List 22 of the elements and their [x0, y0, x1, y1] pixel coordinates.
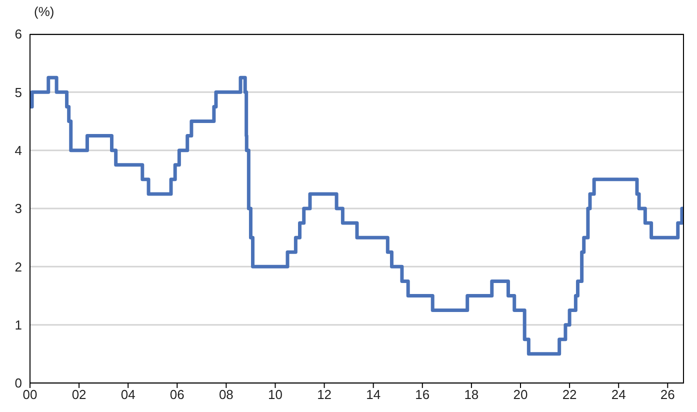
y-tick-label: 0	[14, 376, 22, 391]
x-tick-label: 16	[415, 387, 430, 402]
y-tick-label: 1	[14, 317, 22, 332]
x-tick-label: 22	[562, 387, 577, 402]
y-tick-label: 5	[14, 84, 22, 100]
x-tick-label: 24	[611, 387, 626, 402]
y-tick-label: 4	[14, 142, 22, 158]
x-tick-label: 00	[22, 387, 38, 402]
x-tick-label: 10	[268, 387, 282, 402]
x-tick-label: 06	[170, 387, 184, 402]
y-tick-label: 3	[14, 201, 22, 216]
x-tick-label: 04	[120, 387, 136, 402]
y-axis-title: (%)	[34, 4, 54, 19]
x-tick-label: 12	[317, 387, 332, 402]
x-tick-label: 26	[660, 387, 675, 402]
x-tick-label: 02	[72, 387, 86, 402]
x-tick-label: 08	[218, 387, 234, 402]
x-tick-label: 14	[366, 387, 381, 402]
x-tick-label: 20	[513, 387, 528, 402]
x-tick-label: 18	[464, 387, 479, 402]
y-tick-label: 2	[14, 259, 22, 274]
y-tick-label: 6	[14, 26, 22, 42]
